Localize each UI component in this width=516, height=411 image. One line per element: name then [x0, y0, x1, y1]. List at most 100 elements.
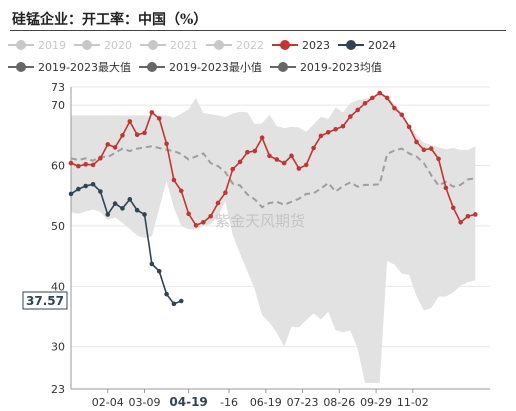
line-circle-icon [140, 39, 166, 51]
point-2023 [112, 145, 118, 150]
point-2023 [443, 185, 449, 191]
point-2023 [436, 156, 441, 162]
point-2023 [406, 124, 412, 130]
last-value-label: 37.57 [26, 294, 64, 308]
point-2023 [450, 205, 456, 211]
y-tick-label: 70 [51, 99, 65, 112]
point-2023 [384, 95, 390, 101]
watermark: 紫金天风期货 [215, 212, 305, 230]
point-2024 [68, 191, 74, 197]
point-2023 [428, 146, 434, 151]
x-tick-label: 11-02 [397, 396, 429, 409]
legend-item-2019[interactable]: 2019 [8, 36, 66, 54]
point-2024 [164, 291, 169, 297]
point-2023 [127, 119, 133, 124]
point-2023 [252, 148, 258, 154]
point-2023 [105, 142, 111, 147]
point-2023 [164, 141, 169, 147]
x-tick-label: 06-19 [250, 396, 282, 409]
point-2023 [120, 133, 125, 138]
point-2023 [311, 145, 316, 151]
point-2023 [208, 213, 213, 219]
axis-labels: 23 30 40 50 60 70 73 02-04 03-09 04-19 -16 06-19 07-… [22, 81, 429, 409]
legend-item-2019-2023最小值[interactable]: 2019-2023最小值 [138, 58, 262, 76]
legend-label: 2024 [368, 38, 396, 52]
point-2023 [303, 162, 309, 168]
point-2024 [120, 206, 125, 211]
point-2023 [178, 188, 184, 194]
y-tick-label: 23 [51, 383, 65, 396]
x-tick-label: 09-29 [360, 396, 392, 409]
point-2024 [90, 181, 96, 187]
legend-item-2019-2023最大值[interactable]: 2019-2023最大值 [8, 58, 131, 76]
legend-label: 2020 [104, 38, 132, 52]
point-2023 [68, 160, 74, 166]
point-2024 [149, 261, 155, 267]
point-2023 [274, 157, 280, 162]
point-2023 [245, 149, 250, 155]
point-2023 [414, 139, 419, 145]
point-2023 [193, 223, 199, 228]
point-2023 [223, 190, 228, 195]
point-2023 [156, 116, 162, 121]
point-2023 [237, 159, 243, 165]
x-tick-label: 08-26 [323, 396, 355, 409]
point-2024 [171, 301, 177, 307]
last-value-box [22, 291, 68, 310]
point-2023 [134, 132, 140, 138]
line-circle-icon [74, 39, 100, 51]
series-markers [68, 90, 478, 307]
legend-label: 2023 [302, 38, 330, 52]
point-2023 [267, 153, 272, 159]
point-2023 [399, 112, 405, 118]
point-2024 [178, 298, 184, 304]
legend-item-2020[interactable]: 2020 [74, 36, 132, 54]
point-2023 [325, 130, 331, 135]
point-2023 [348, 114, 353, 119]
point-2023 [90, 162, 96, 168]
axes [70, 87, 490, 393]
min-max-band [71, 93, 476, 383]
point-2023 [76, 163, 81, 169]
legend-item-2024[interactable]: 2024 [338, 36, 396, 54]
legend-label: 2019-2023最大值 [38, 61, 131, 74]
point-2023 [230, 166, 236, 172]
x-tick-label: 02-04 [92, 396, 124, 409]
legend-item-2023[interactable]: 2023 [272, 36, 330, 54]
min-max-area [71, 93, 476, 383]
line-circle-icon [138, 61, 165, 73]
legend-item-2021[interactable]: 2021 [140, 36, 198, 54]
y-tick-label: 40 [51, 280, 65, 293]
point-2024 [127, 197, 133, 202]
line-circle-icon [206, 39, 232, 51]
legend-label: 2019-2023均值 [299, 61, 382, 74]
y-tick-label: 30 [51, 341, 65, 354]
point-2023 [281, 160, 287, 166]
legend-item-2019-2023均值[interactable]: 2019-2023均值 [269, 58, 382, 76]
legend-label: 2019-2023最小值 [168, 61, 262, 74]
legend-label: 2022 [236, 38, 264, 52]
point-2023 [340, 123, 346, 129]
point-2023 [142, 130, 147, 136]
point-2023 [149, 110, 155, 115]
y-tick-label: 73 [51, 81, 65, 94]
line-circle-icon [8, 61, 34, 73]
title-divider [10, 30, 506, 31]
point-2024 [142, 212, 147, 217]
point-2023 [472, 212, 478, 217]
line-circle-icon [272, 39, 298, 51]
point-2023 [392, 105, 397, 111]
point-2023 [421, 147, 427, 153]
x-tick-label: -16 [220, 396, 238, 409]
point-2023 [289, 153, 294, 159]
point-2023 [362, 101, 368, 106]
point-2023 [171, 177, 177, 183]
point-2023 [186, 211, 191, 217]
point-2023 [259, 135, 265, 141]
point-2023 [83, 162, 89, 167]
line-circle-icon [338, 39, 364, 51]
point-2023 [465, 213, 471, 219]
legend-item-2022[interactable]: 2022 [206, 36, 264, 54]
point-2023 [215, 200, 221, 206]
